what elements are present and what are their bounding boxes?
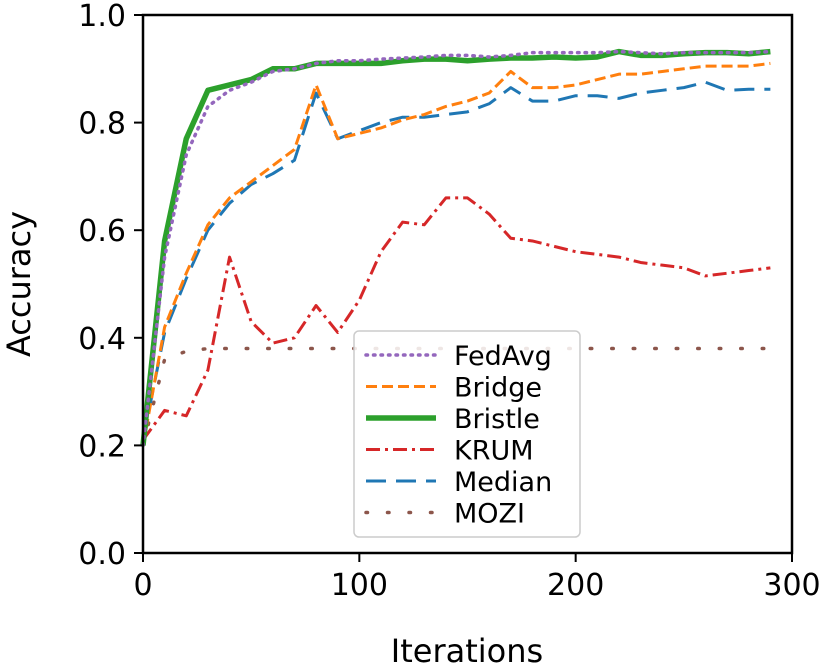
plot-frame bbox=[141, 13, 794, 555]
y-tick-label: 0.2 bbox=[78, 429, 126, 464]
y-tick-label: 0.6 bbox=[78, 214, 126, 249]
x-axis-label: Iterations bbox=[391, 632, 543, 670]
series-lines bbox=[140, 48, 773, 448]
legend-box bbox=[353, 330, 581, 538]
legend-label-krum: KRUM bbox=[454, 436, 534, 467]
x-tick-label: 0 bbox=[133, 568, 152, 603]
legend-label-mozi: MOZI bbox=[454, 499, 525, 530]
series-line-fedavg bbox=[141, 49, 773, 448]
legend-label-bristle: Bristle bbox=[454, 404, 540, 435]
legend-label-bridge: Bridge bbox=[454, 373, 542, 404]
series-line-mozi bbox=[141, 346, 773, 448]
series-line-bridge bbox=[141, 61, 771, 446]
legend-label-fedavg: FedAvg bbox=[454, 341, 552, 372]
series-line-median bbox=[141, 80, 771, 441]
series-line-bristle bbox=[140, 48, 771, 446]
y-tick-label: 0.4 bbox=[78, 322, 126, 357]
y-tick-label: 0.8 bbox=[78, 107, 126, 142]
x-tick-label: 300 bbox=[763, 568, 820, 603]
y-axis-label: Accuracy bbox=[0, 211, 38, 357]
x-tick-label: 200 bbox=[547, 568, 604, 603]
y-tick-label: 0.0 bbox=[78, 537, 126, 572]
y-tick-label: 1.0 bbox=[78, 0, 126, 34]
series-line-krum bbox=[141, 196, 771, 441]
legend-label-median: Median bbox=[454, 467, 552, 498]
x-tick-label: 100 bbox=[331, 568, 388, 603]
axis-ticks: 0 100 200 300 0.0 0.2 0.4 0.6 0.8 1.0 bbox=[78, 0, 820, 603]
